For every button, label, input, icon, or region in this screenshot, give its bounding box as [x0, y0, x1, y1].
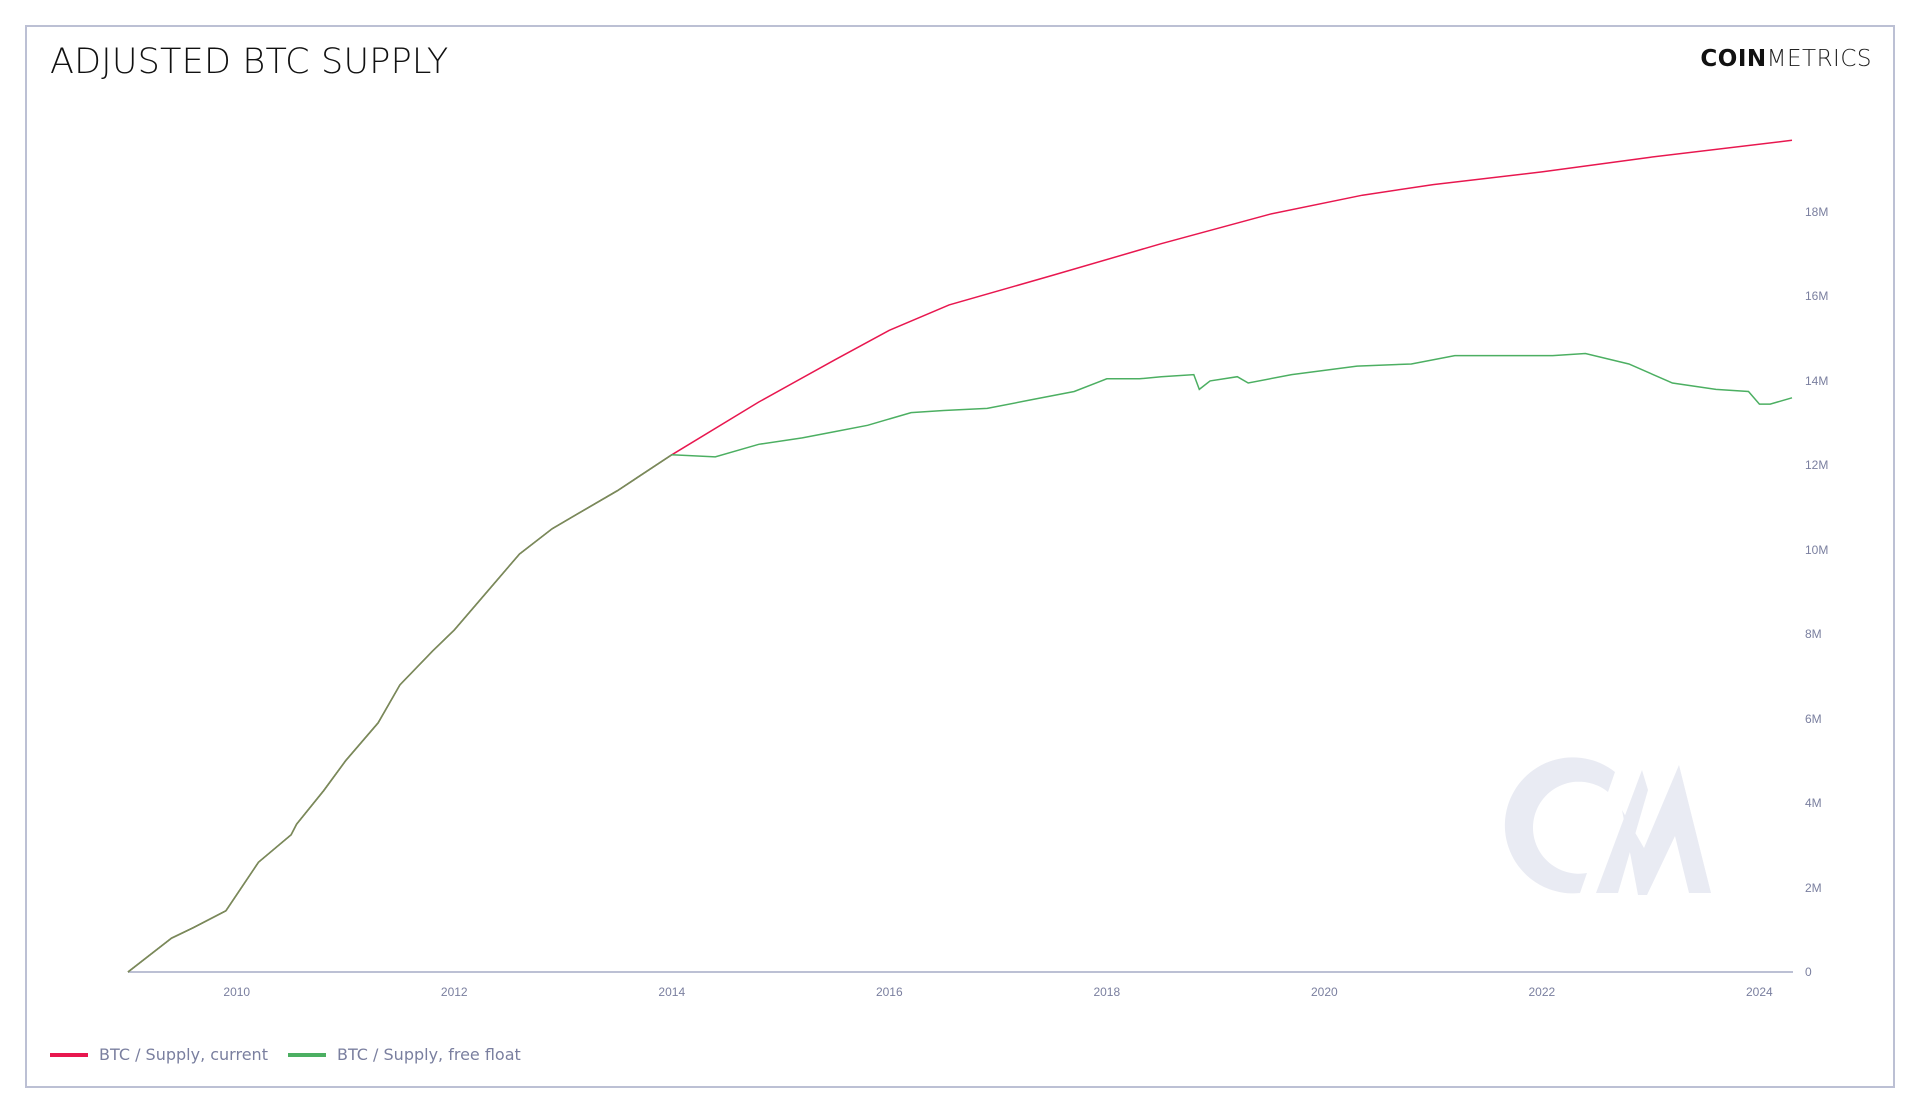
x-tick-label: 2016: [875, 985, 903, 999]
y-tick-label: 2M: [1805, 880, 1822, 895]
y-tick-label: 12M: [1805, 458, 1829, 473]
chart-frame: [25, 25, 1895, 1088]
logo-bold-text: COIN: [1700, 46, 1767, 72]
y-tick-label: 18M: [1805, 205, 1829, 220]
y-tick-label: 8M: [1805, 627, 1822, 642]
x-tick-label: 2022: [1528, 985, 1556, 999]
x-tick-label: 2018: [1093, 985, 1121, 999]
y-tick-label: 4M: [1805, 796, 1822, 811]
chart-legend: BTC / Supply, current BTC / Supply, free…: [50, 1045, 541, 1064]
legend-item-free-float[interactable]: BTC / Supply, free float: [287, 1045, 521, 1064]
legend-label-current: BTC / Supply, current: [99, 1045, 268, 1064]
series-line-current: [127, 139, 1793, 973]
x-tick-label: 2020: [1310, 985, 1338, 999]
x-tick-label: 2014: [658, 985, 686, 999]
x-tick-label: 2012: [440, 985, 468, 999]
logo-light-text: METRICS: [1766, 46, 1872, 72]
y-tick-label: 6M: [1805, 711, 1822, 726]
y-tick-label: 14M: [1805, 373, 1829, 388]
chart-title: ADJUSTED BTC SUPPLY: [50, 42, 449, 82]
coinmetrics-logo: COINMETRICS: [1700, 46, 1872, 72]
y-tick-label: 0: [1805, 965, 1812, 979]
legend-swatch-free-float-icon: [287, 1052, 326, 1057]
y-tick-label: 10M: [1805, 542, 1829, 557]
x-tick-label: 2010: [223, 985, 251, 999]
cm-watermark-icon: [1504, 757, 1711, 895]
series-line-overlap: [127, 454, 673, 973]
legend-label-free-float: BTC / Supply, free float: [336, 1045, 521, 1064]
legend-swatch-current-icon: [50, 1052, 88, 1057]
x-tick-label: 2024: [1746, 985, 1773, 999]
y-tick-label: 16M: [1805, 289, 1829, 304]
legend-item-current[interactable]: BTC / Supply, current: [50, 1045, 268, 1064]
